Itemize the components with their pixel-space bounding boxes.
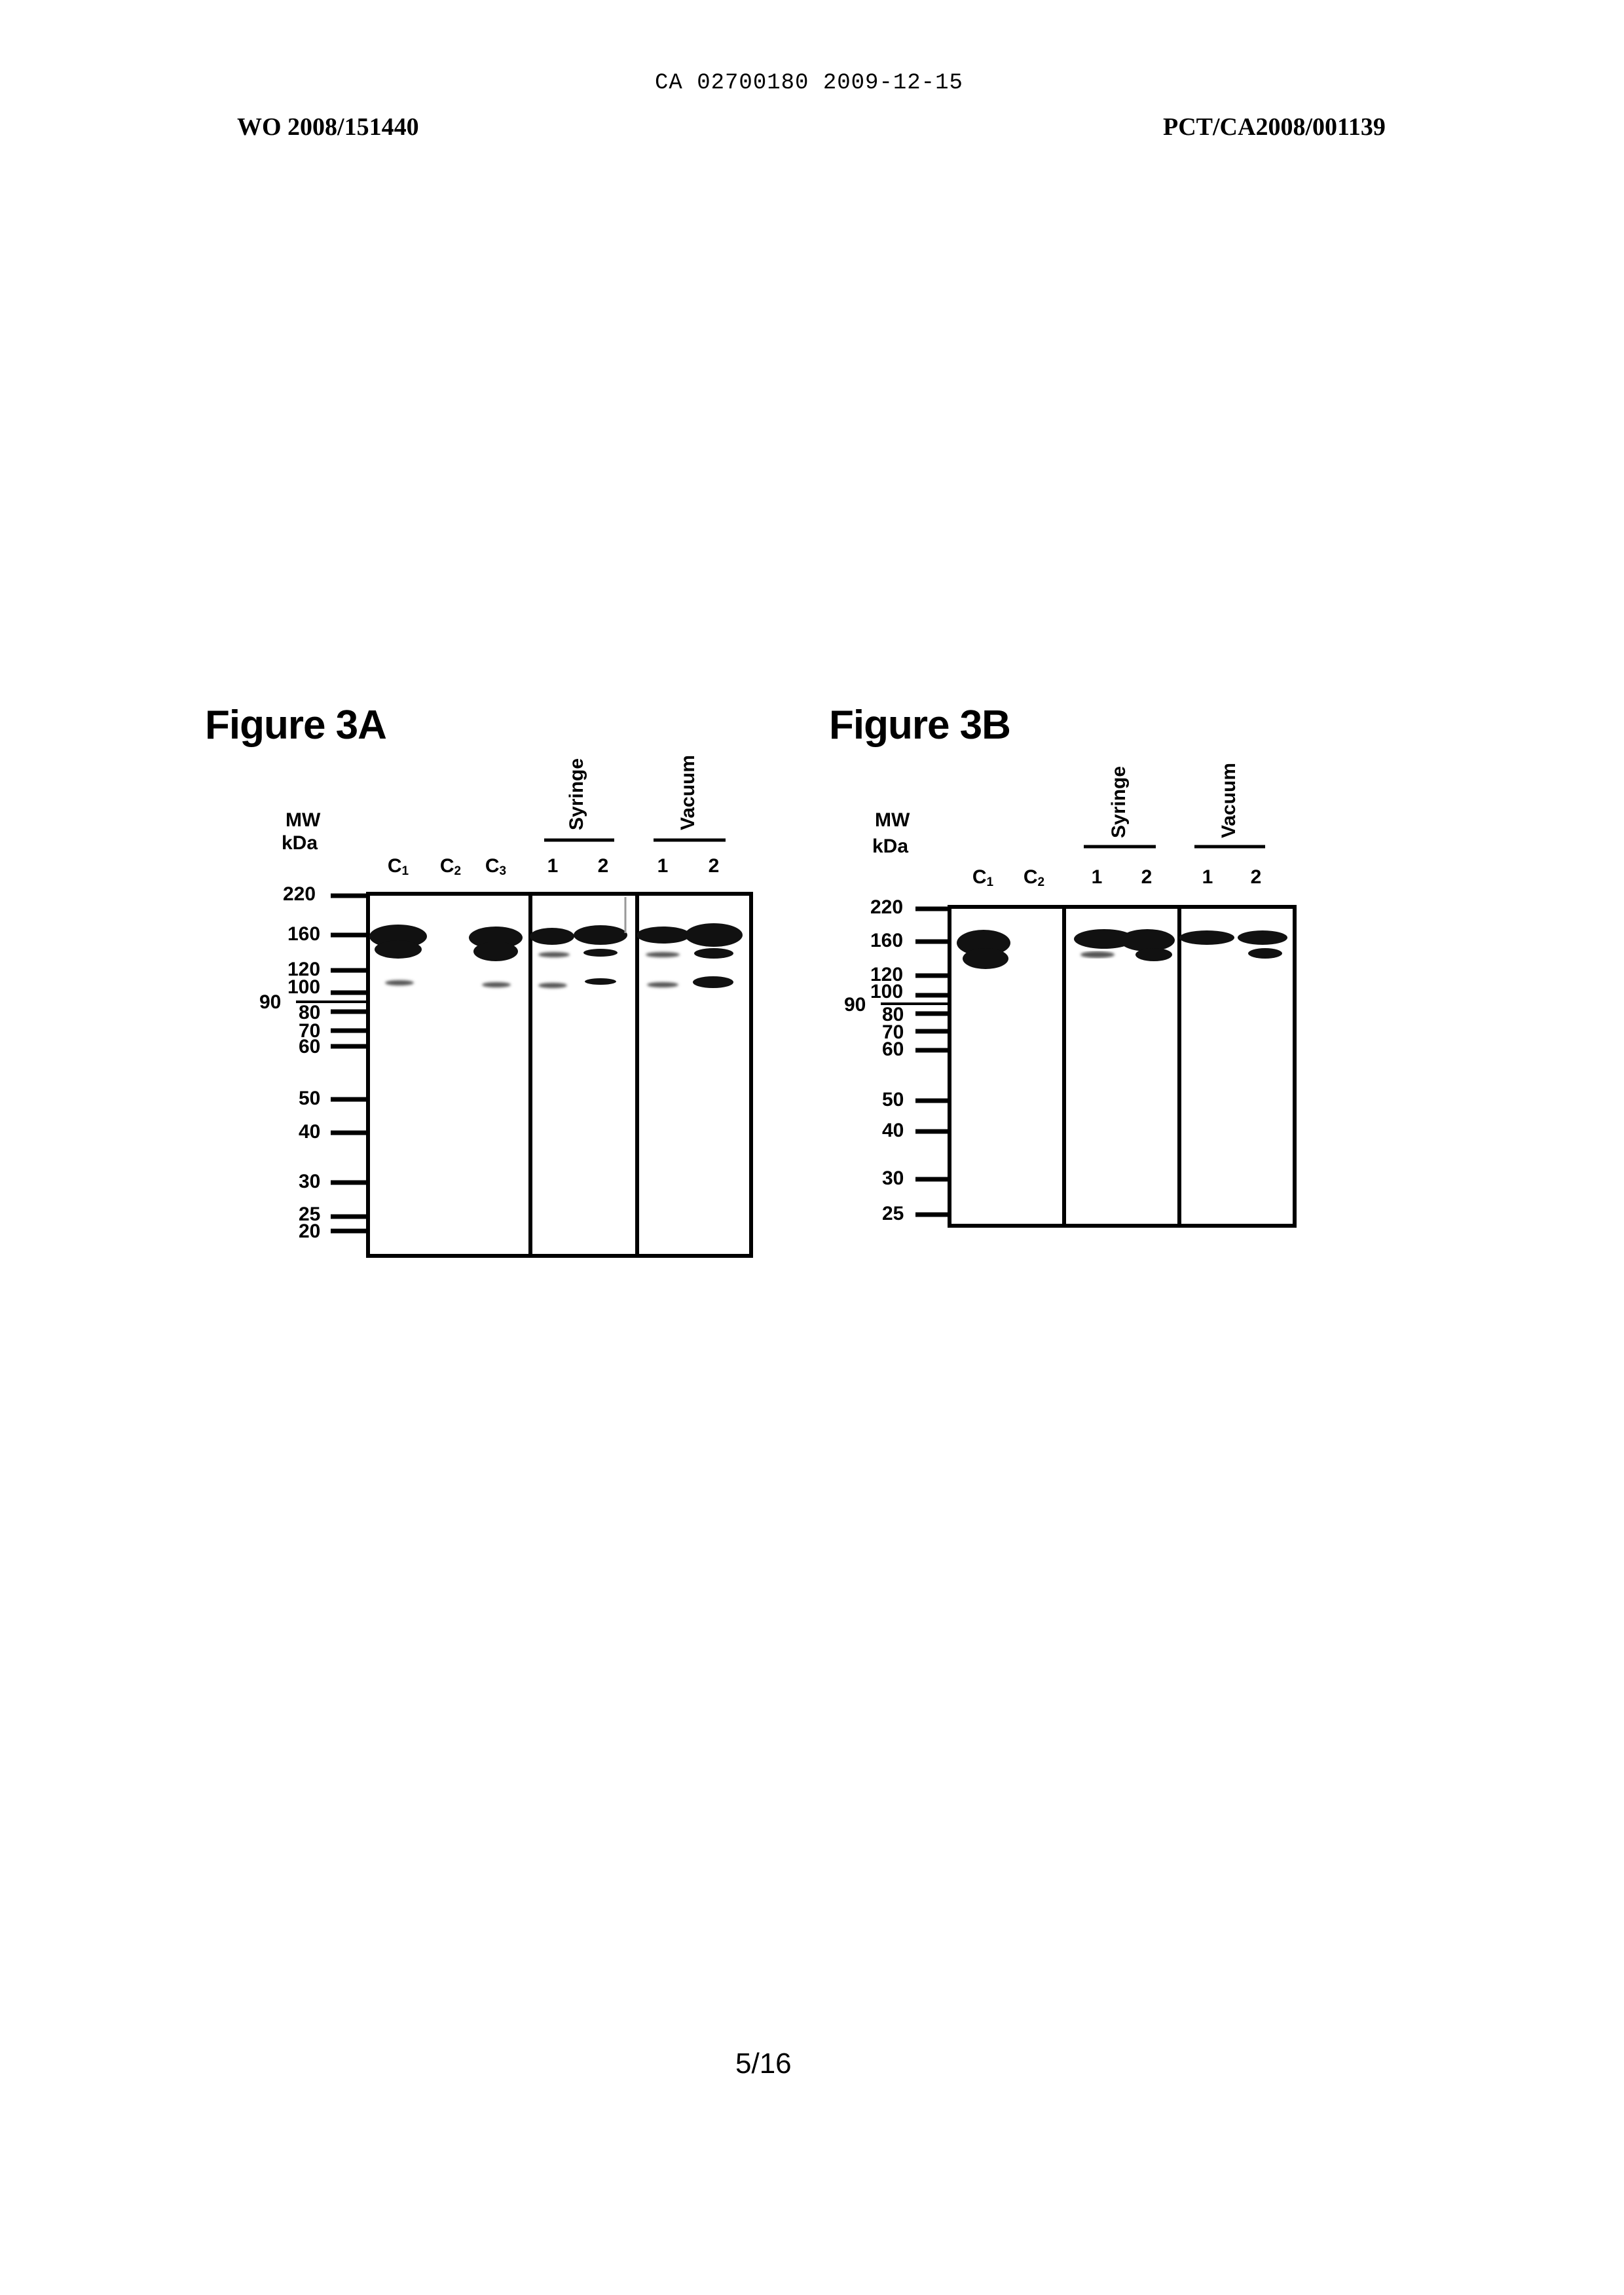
figure-3b-lane-label: C2 xyxy=(1011,868,1057,889)
figure-3a-group-vacuum: Vacuum xyxy=(678,755,698,830)
page-number: 5/16 xyxy=(735,2047,792,2080)
figure-3b-marker: 220 xyxy=(870,898,903,917)
figure-3a-lane-label: C2 xyxy=(428,856,473,877)
figure-3a-marker: 220 xyxy=(283,885,316,904)
figure-3a-kda-label: kDa xyxy=(282,834,318,853)
figure-3b-marker: 90 xyxy=(844,995,866,1015)
figure-3b-marker: 160 xyxy=(870,931,903,951)
figure-3a-lane-label: 1 xyxy=(640,856,686,877)
figure-3a-marker: 40 xyxy=(299,1122,320,1142)
figure-3b-lane-label: 2 xyxy=(1124,868,1170,889)
figure-3a-group-syringe: Syringe xyxy=(567,758,587,830)
figure-3b-marker: 40 xyxy=(882,1121,904,1141)
figure-3b-mw-label: MW xyxy=(875,811,910,830)
figure-3a-lane-label: 2 xyxy=(580,856,626,877)
figure-3a-marker: 50 xyxy=(299,1089,320,1109)
figure-3a-lane-label: 2 xyxy=(691,856,737,877)
figure-3a-marker: 30 xyxy=(299,1172,320,1192)
figure-3b-marker: 60 xyxy=(882,1040,904,1059)
figure-3b-marker: 100 xyxy=(870,982,903,1002)
figure-3b-marker: 30 xyxy=(882,1169,904,1188)
figure-3a-mw-label: MW xyxy=(286,811,320,830)
figure-3a-lane-label: C3 xyxy=(473,856,519,877)
figure-3a-lane-label: 1 xyxy=(530,856,576,877)
figure-3a-marker: 160 xyxy=(287,925,320,944)
gel-a-frame xyxy=(368,894,751,1256)
figure-3a-marker: 90 xyxy=(259,993,281,1012)
figure-3b-title: Figure 3B xyxy=(829,702,1010,748)
figure-3b-marker: 50 xyxy=(882,1090,904,1110)
figure-3b-lane-label: 1 xyxy=(1185,868,1230,889)
figure-3b-lane-label: 1 xyxy=(1074,868,1120,889)
figure-3a-marker: 60 xyxy=(299,1037,320,1057)
figure-3b-lane-label: 2 xyxy=(1233,868,1279,889)
figure-3a-lane-label: C1 xyxy=(375,856,421,877)
figure-3a-title: Figure 3A xyxy=(205,702,386,748)
figure-3a-marker: 20 xyxy=(299,1222,320,1241)
figure-3b-kda-label: kDa xyxy=(872,837,908,856)
figure-3b-lane-label: C1 xyxy=(960,868,1006,889)
figure-3a-marker: 100 xyxy=(287,978,320,997)
gel-b-faint-bands xyxy=(1080,951,1115,958)
figure-3b-group-syringe: Syringe xyxy=(1109,766,1129,838)
figure-3b-group-vacuum: Vacuum xyxy=(1219,763,1239,838)
figure-3b-marker: 25 xyxy=(882,1204,904,1224)
